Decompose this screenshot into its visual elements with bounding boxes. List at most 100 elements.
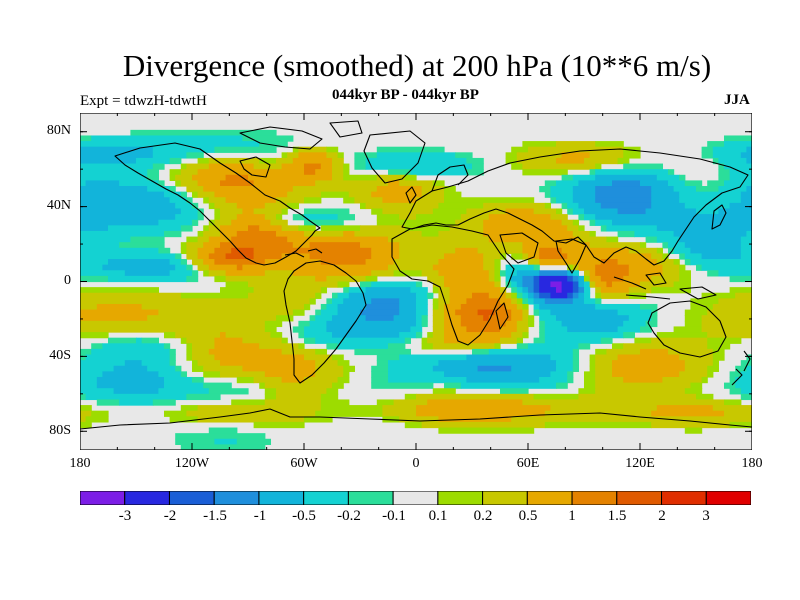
field-cell: [516, 281, 523, 288]
field-cell: [404, 225, 451, 232]
field-cell: [96, 382, 165, 389]
period-label: 044kyr BP - 044kyr BP: [332, 87, 479, 103]
field-cell: [707, 309, 752, 316]
field-cell: [673, 259, 680, 266]
field-cell: [724, 382, 736, 389]
field-cell: [388, 236, 490, 243]
field-cell: [533, 287, 540, 294]
field-cell: [315, 360, 339, 367]
field-cell: [203, 259, 215, 266]
field-cell: [203, 365, 243, 372]
lat-label-80s: 80S: [49, 423, 71, 438]
field-cell: [584, 208, 619, 215]
coastline-arctic-islands: [239, 120, 363, 150]
field-cell: [421, 337, 428, 344]
field-cell: [253, 253, 283, 260]
field-cell: [388, 376, 467, 384]
field-cell: [511, 275, 523, 283]
field-cell: [578, 180, 613, 187]
field-cell: [169, 259, 182, 266]
field-cell: [668, 242, 686, 249]
field-cell: [623, 332, 635, 339]
colorbar-label: 3: [702, 508, 710, 524]
field-cell: [315, 169, 333, 176]
field-cell: [595, 365, 613, 372]
lon-label-60w: 60W: [290, 456, 318, 471]
colorbar-swatch: [482, 491, 528, 505]
lon-label-60e: 60E: [516, 456, 540, 471]
field-cell: [544, 410, 652, 417]
field-cell: [533, 292, 540, 299]
field-cell: [214, 337, 243, 344]
field-cell: [236, 264, 243, 271]
colorbar-label: -1: [253, 508, 267, 524]
field-cell: [696, 264, 703, 271]
field-cell: [186, 348, 193, 356]
field-cell: [746, 186, 752, 193]
field-cell: [550, 191, 574, 198]
field-cell: [533, 337, 546, 344]
field-cell: [539, 320, 546, 328]
field-cell: [595, 174, 658, 181]
field-cell: [354, 163, 367, 170]
field-cell: [679, 264, 686, 271]
field-cell: [253, 163, 283, 170]
field-cell: [612, 343, 624, 350]
field-cell: [628, 264, 663, 271]
field-cell: [225, 253, 255, 260]
field-cell: [544, 332, 624, 339]
field-cell: [399, 303, 417, 311]
field-cell: [332, 174, 344, 181]
field-cell: [561, 219, 574, 226]
field-cell: [80, 230, 165, 238]
colorbar-swatch: [213, 491, 260, 505]
field-cell: [729, 388, 742, 395]
field-cell: [505, 270, 518, 277]
field-cell: [332, 298, 344, 305]
field-cell: [589, 281, 596, 288]
field-cell: [432, 180, 445, 187]
field-cell: [304, 303, 311, 311]
field-cell: [595, 141, 624, 148]
field-cell: [612, 180, 641, 187]
field-cell: [701, 146, 714, 153]
field-cell: [572, 281, 579, 288]
field-cell: [192, 365, 204, 372]
field-cell: [315, 180, 389, 187]
field-cell: [544, 298, 574, 305]
field-cell: [220, 360, 316, 367]
field-cell: [584, 275, 591, 283]
field-cell: [528, 292, 535, 299]
field-cell: [449, 298, 467, 305]
field-cell: [444, 253, 484, 260]
field-cell: [561, 152, 591, 159]
field-cell: [169, 197, 187, 204]
field-cell: [208, 236, 232, 243]
field-cell: [595, 270, 630, 277]
field-cell: [404, 421, 423, 429]
field-cell: [500, 388, 529, 395]
field-cell: [516, 298, 523, 305]
field-cell: [304, 169, 316, 176]
field-cell: [80, 259, 109, 266]
field-cell: [136, 157, 171, 165]
field-cell: [444, 332, 512, 339]
field-cell: [640, 326, 652, 333]
field-cell: [550, 309, 619, 316]
field-cell: [589, 169, 596, 176]
field-cell: [511, 365, 557, 372]
field-cell: [511, 298, 518, 305]
field-cell: [444, 382, 462, 389]
field-cell: [589, 219, 596, 226]
field-cell: [427, 332, 434, 339]
field-cell: [253, 421, 305, 429]
field-cell: [169, 270, 193, 277]
field-cell: [332, 382, 344, 389]
divergence-map: [80, 113, 752, 450]
field-cell: [718, 157, 747, 165]
field-cell: [606, 225, 658, 232]
field-cell: [516, 343, 529, 350]
field-cell: [80, 298, 311, 305]
field-cell: [376, 399, 395, 406]
field-cell: [416, 197, 445, 204]
